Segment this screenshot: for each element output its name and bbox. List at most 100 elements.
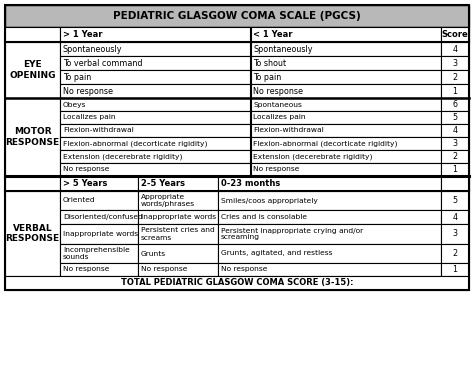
Bar (5, 176, 469, 191)
Bar (60, 176, 138, 191)
Bar (441, 70, 469, 84)
Text: 5: 5 (453, 196, 457, 205)
Text: Inappropriate words: Inappropriate words (63, 231, 138, 237)
Bar (138, 224, 218, 244)
Text: Inappropriate words: Inappropriate words (141, 214, 216, 220)
Text: < 1 Year: < 1 Year (254, 30, 293, 39)
Bar (441, 163, 469, 176)
Bar (250, 124, 441, 137)
Bar (60, 56, 250, 70)
Text: To pain: To pain (63, 73, 91, 81)
Text: Oriented: Oriented (63, 198, 96, 203)
Bar (218, 263, 441, 276)
Text: Score: Score (442, 30, 468, 39)
Bar (441, 224, 469, 244)
Text: Flexion-withdrawal: Flexion-withdrawal (254, 127, 324, 134)
Bar (60, 42, 250, 56)
Bar (60, 84, 250, 98)
Text: No response: No response (254, 166, 300, 173)
Text: Disoriented/confused: Disoriented/confused (63, 214, 143, 220)
Text: Grunts, agitated, and restless: Grunts, agitated, and restless (221, 251, 332, 257)
Text: 2: 2 (453, 152, 457, 161)
Bar (250, 42, 441, 56)
Text: PEDIATRIC GLASGOW COMA SCALE (PGCS): PEDIATRIC GLASGOW COMA SCALE (PGCS) (113, 11, 361, 21)
Text: Spontaneously: Spontaneously (254, 44, 313, 54)
Text: 0-23 months: 0-23 months (221, 179, 280, 188)
Bar (60, 210, 138, 224)
Text: 5: 5 (453, 113, 457, 122)
Bar (138, 263, 218, 276)
Text: 2-5 Years: 2-5 Years (141, 179, 185, 188)
Bar (60, 27, 250, 42)
Bar (441, 244, 469, 263)
Bar (5, 176, 60, 191)
Text: 1: 1 (453, 265, 457, 274)
Text: 2: 2 (453, 73, 457, 81)
Text: Grunts: Grunts (141, 251, 166, 257)
Text: Extension (decerebrate rigidity): Extension (decerebrate rigidity) (63, 153, 182, 160)
Bar (441, 42, 469, 56)
Text: Persistent inappropriate crying and/or
screaming: Persistent inappropriate crying and/or s… (221, 227, 363, 240)
Bar (441, 98, 469, 111)
Bar (60, 263, 138, 276)
Bar (441, 176, 469, 191)
Bar (60, 244, 138, 263)
Bar (441, 111, 469, 124)
Bar (250, 56, 441, 70)
Text: Flexion-withdrawal: Flexion-withdrawal (63, 127, 134, 134)
Text: Spontaneously: Spontaneously (63, 44, 122, 54)
Text: No response: No response (63, 166, 109, 173)
Bar (5, 27, 60, 42)
Text: No response: No response (63, 266, 109, 273)
Text: To shout: To shout (254, 59, 287, 68)
Text: 3: 3 (453, 139, 457, 148)
Bar (441, 191, 469, 210)
Text: To pain: To pain (254, 73, 282, 81)
Bar (5, 191, 60, 276)
Text: 4: 4 (453, 44, 457, 54)
Bar (138, 176, 218, 191)
Bar (218, 244, 441, 263)
Text: No response: No response (254, 86, 303, 95)
Text: MOTOR
RESPONSE: MOTOR RESPONSE (5, 127, 60, 147)
Text: 6: 6 (453, 100, 457, 109)
Text: Appropriate
words/phrases: Appropriate words/phrases (141, 194, 195, 207)
Text: > 5 Years: > 5 Years (63, 179, 108, 188)
Bar (250, 70, 441, 84)
Bar (250, 27, 441, 42)
Bar (5, 5, 469, 27)
Bar (441, 56, 469, 70)
Bar (250, 137, 441, 150)
Text: Persistent cries and
screams: Persistent cries and screams (141, 227, 215, 240)
Text: 3: 3 (453, 59, 457, 68)
Text: To verbal command: To verbal command (63, 59, 143, 68)
Bar (60, 98, 250, 111)
Text: Localizes pain: Localizes pain (63, 115, 116, 120)
Text: No response: No response (141, 266, 187, 273)
Bar (5, 98, 60, 176)
Bar (60, 150, 250, 163)
Text: 2: 2 (453, 249, 457, 258)
Bar (5, 42, 60, 98)
Bar (138, 244, 218, 263)
Text: EYE
OPENING: EYE OPENING (9, 60, 56, 80)
Bar (441, 124, 469, 137)
Bar (441, 150, 469, 163)
Text: TOTAL PEDIATRIC GLASGOW COMA SCORE (3-15):: TOTAL PEDIATRIC GLASGOW COMA SCORE (3-15… (121, 279, 353, 288)
Text: VERBAL
RESPONSE: VERBAL RESPONSE (5, 224, 60, 243)
Text: > 1 Year: > 1 Year (63, 30, 102, 39)
Text: Smiles/coos appropriately: Smiles/coos appropriately (221, 198, 318, 203)
Bar (138, 210, 218, 224)
Text: Localizes pain: Localizes pain (254, 115, 306, 120)
Bar (60, 191, 138, 210)
Bar (441, 84, 469, 98)
Text: Spontaneous: Spontaneous (254, 102, 302, 107)
Bar (218, 210, 441, 224)
Text: Extension (decerebrate rigidity): Extension (decerebrate rigidity) (254, 153, 373, 160)
Bar (441, 137, 469, 150)
Bar (441, 263, 469, 276)
Bar (5, 276, 469, 290)
Bar (441, 27, 469, 42)
Bar (250, 98, 441, 111)
Bar (218, 191, 441, 210)
